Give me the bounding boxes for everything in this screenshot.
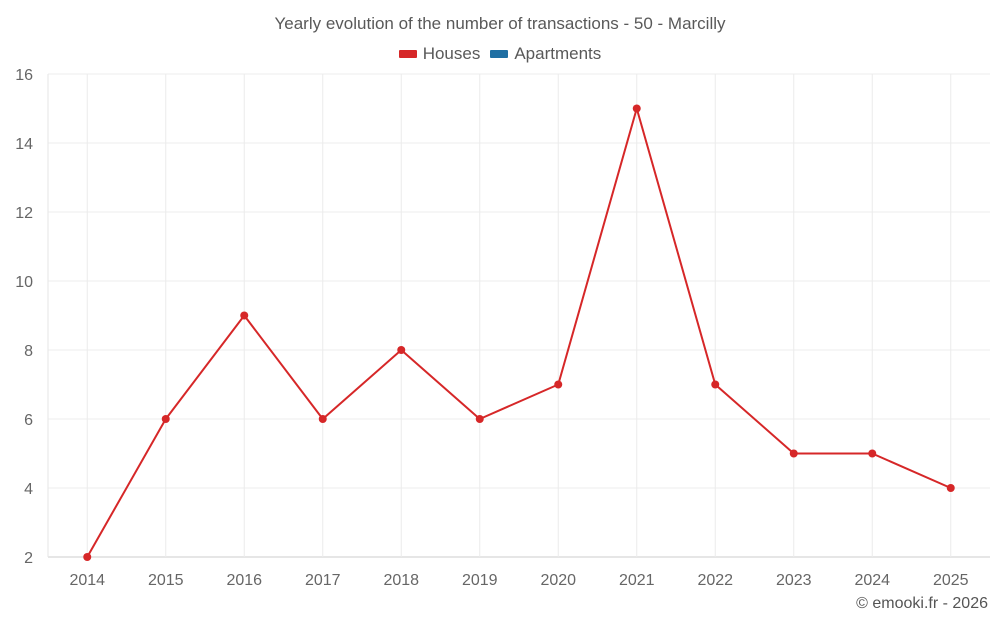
legend-item-apartments[interactable]: Apartments bbox=[490, 44, 601, 64]
credit-text: © emooki.fr - 2026 bbox=[856, 595, 988, 612]
data-point[interactable] bbox=[83, 553, 92, 561]
grid-layer bbox=[48, 73, 990, 558]
x-tick-label: 2019 bbox=[462, 572, 498, 589]
data-point[interactable] bbox=[240, 311, 249, 320]
legend-label-apartments: Apartments bbox=[514, 44, 602, 63]
data-point[interactable] bbox=[946, 484, 955, 492]
y-tick-label: 4 bbox=[24, 481, 33, 498]
legend-swatch-houses bbox=[398, 50, 417, 58]
x-tick-label: 2025 bbox=[933, 572, 969, 589]
data-point[interactable] bbox=[318, 415, 327, 423]
x-tick-label: 2014 bbox=[69, 572, 105, 589]
y-tick-label: 16 bbox=[15, 67, 33, 84]
y-tick-label: 10 bbox=[15, 274, 33, 291]
x-tick-label: 2016 bbox=[226, 572, 262, 589]
y-tick-label: 6 bbox=[24, 412, 33, 429]
axis-layer: 2 4 6 8 10 12 14 16 2014 2015 2016 2017 2018 2019 2020… bbox=[15, 67, 968, 589]
legend-swatch-apartments bbox=[490, 50, 509, 58]
data-point[interactable] bbox=[789, 449, 798, 458]
data-point[interactable] bbox=[711, 380, 720, 389]
data-point[interactable] bbox=[475, 415, 484, 423]
y-tick-label: 2 bbox=[24, 550, 33, 567]
series-line-houses bbox=[86, 107, 952, 558]
y-tick-label: 12 bbox=[15, 205, 33, 222]
x-tick-label: 2018 bbox=[383, 572, 419, 589]
x-tick-label: 2024 bbox=[854, 572, 890, 589]
x-tick-label: 2020 bbox=[540, 572, 576, 589]
y-tick-label: 8 bbox=[24, 343, 33, 360]
x-tick-label: 2021 bbox=[619, 572, 655, 589]
chart-title: Yearly evolution of the number of transa… bbox=[274, 14, 726, 33]
chart-legend: Houses Apartments bbox=[0, 44, 1000, 64]
data-point[interactable] bbox=[161, 415, 170, 423]
legend-item-houses[interactable]: Houses bbox=[398, 44, 481, 64]
x-tick-label: 2015 bbox=[148, 572, 184, 589]
y-tick-label: 14 bbox=[15, 136, 33, 153]
data-point[interactable] bbox=[868, 449, 877, 458]
data-point[interactable] bbox=[632, 104, 641, 113]
data-point[interactable] bbox=[554, 380, 563, 389]
legend-label-houses: Houses bbox=[422, 44, 481, 63]
x-tick-label: 2022 bbox=[697, 572, 733, 589]
series-layer bbox=[83, 104, 955, 561]
x-tick-label: 2023 bbox=[776, 572, 812, 589]
x-tick-label: 2017 bbox=[305, 572, 341, 589]
data-point[interactable] bbox=[397, 346, 406, 354]
